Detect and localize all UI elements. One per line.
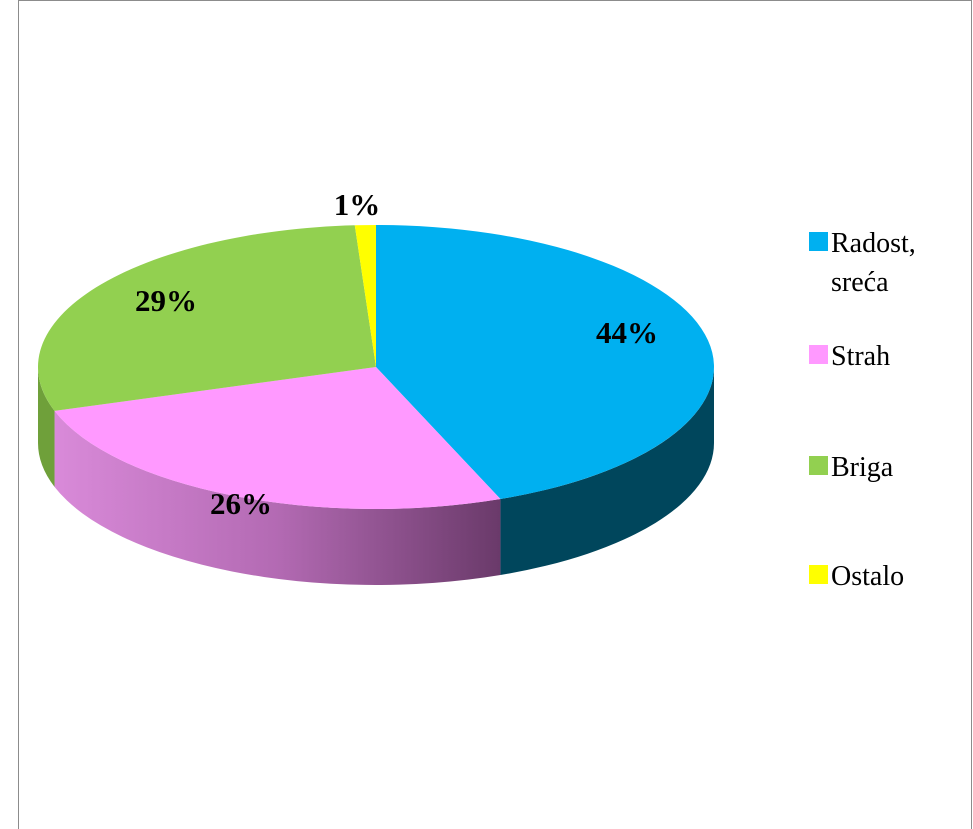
pie-tops [37,225,714,509]
data-labels: 44% 26% 29% 1% [135,187,658,521]
pie-slice-radost-sre-a [376,225,714,500]
legend-swatch-radost-sre-a [809,232,828,251]
legend-label-briga: Briga [831,452,894,483]
data-label-radost-sre-a: 44% [596,315,658,350]
legend-label-radost-sre-a: Radost, sreća [831,228,916,298]
legend-swatch-strah [809,345,828,364]
data-label-briga: 29% [135,283,197,318]
pie-slice-strah [54,367,501,509]
pie-side-strah [54,410,501,585]
data-label-strah: 26% [210,486,272,521]
pie-slice-ostalo [354,225,376,367]
pie-side-briga [38,367,55,487]
legend-label-strah: Strah [831,341,890,372]
legend: Radost, sreća Strah Briga Ostalo [809,228,916,592]
legend-label-ostalo: Ostalo [831,561,904,592]
legend-swatch-briga [809,456,828,475]
pie-slice-briga [37,225,377,411]
legend-swatch-ostalo [809,565,828,584]
pie-sides [38,367,714,585]
data-label-ostalo: 1% [334,187,381,222]
pie-side-radost-sre-a [500,367,714,576]
